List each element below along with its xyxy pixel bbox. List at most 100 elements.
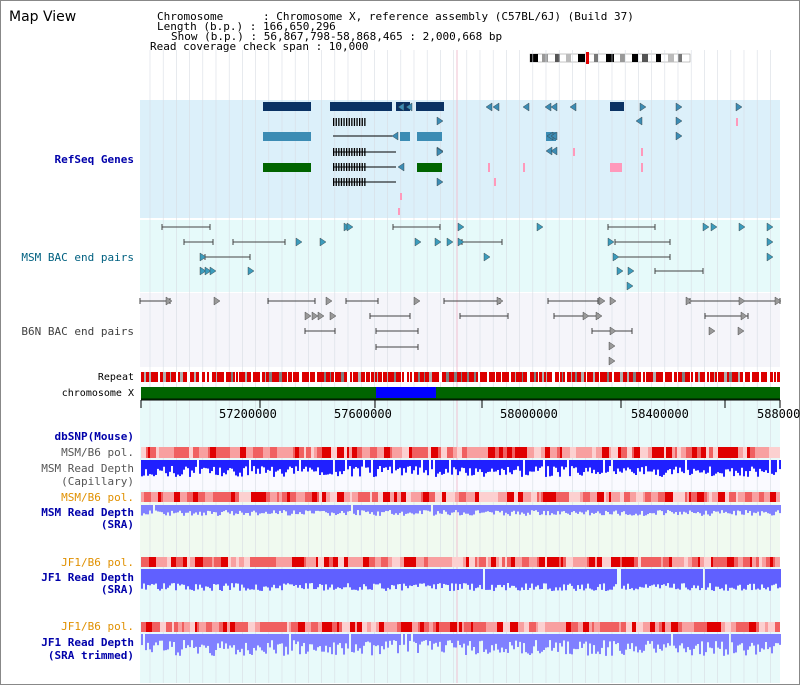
depth-bar <box>641 569 643 588</box>
depth-bar <box>423 634 425 641</box>
bac-end <box>483 252 491 262</box>
depth-bar <box>773 569 775 585</box>
depth-bar <box>567 569 569 585</box>
depth-bar <box>149 634 151 650</box>
bac-end <box>295 237 303 247</box>
jf1-b6-pol-label[interactable]: JF1/B6 pol. <box>61 556 134 569</box>
pol-segment <box>721 622 725 632</box>
pol-segment <box>428 557 435 567</box>
depth-bar <box>513 569 515 586</box>
pol-segment <box>195 447 199 458</box>
b6n-bac-features[interactable] <box>139 296 782 366</box>
depth-bar <box>397 634 399 654</box>
depth-bar <box>327 569 329 590</box>
depth-bar <box>465 505 467 514</box>
msm-bac-label[interactable]: MSM BAC end pairs <box>21 251 134 264</box>
repeat-segment <box>279 372 282 382</box>
depth-bar <box>269 460 271 471</box>
depth-bar <box>611 634 613 656</box>
msm-b6-pol-label[interactable]: MSM/B6 pol. <box>61 446 134 459</box>
repeat-segment <box>729 372 732 382</box>
bac-end <box>607 237 615 247</box>
depth-bar <box>541 634 543 652</box>
repeat-segment <box>187 372 190 382</box>
depth-bar <box>153 460 155 477</box>
pol-segment <box>332 622 337 632</box>
jf1-depth-sra-label[interactable]: JF1 Read Depth <box>41 571 134 584</box>
depth-bar <box>735 634 737 653</box>
depth-bar <box>643 634 645 651</box>
depth-bar <box>699 505 701 514</box>
depth-bar <box>641 460 643 468</box>
pol-segment <box>352 492 358 502</box>
depth-bar <box>695 505 697 514</box>
msm-depth-sra-label[interactable]: MSM Read Depth <box>41 506 134 519</box>
depth-bar <box>273 505 275 511</box>
pol-segment <box>236 557 239 567</box>
exon-tick <box>361 118 363 126</box>
depth-bar <box>275 569 277 589</box>
pol-segment <box>330 492 333 502</box>
dbsnp-label[interactable]: dbSNP(Mouse) <box>54 430 134 443</box>
depth-bar <box>625 569 627 590</box>
pol-segment <box>626 622 632 632</box>
exon-tick <box>359 118 361 126</box>
depth-bar <box>683 634 685 649</box>
depth-bar <box>505 505 507 513</box>
msm-bac-features[interactable] <box>161 222 774 291</box>
pol-segment <box>543 492 549 502</box>
jf1-depth-trimmed-label[interactable]: JF1 Read Depth <box>41 636 134 649</box>
depth-bar <box>397 569 399 585</box>
depth-bar <box>493 634 495 651</box>
depth-bar <box>477 460 479 472</box>
depth-bar <box>521 634 523 654</box>
depth-bar <box>477 505 479 511</box>
pol-segment <box>317 492 319 502</box>
depth-bar <box>549 634 551 641</box>
depth-bar <box>431 569 433 589</box>
refseq-genes-label[interactable]: RefSeq Genes <box>54 153 134 166</box>
b6n-bac-label[interactable]: B6N BAC end pairs <box>21 325 134 338</box>
depth-bar <box>693 634 695 649</box>
depth-bar <box>585 505 587 512</box>
repeat-segment <box>409 372 410 382</box>
msm-b6-pol-sra-label[interactable]: MSM/B6 pol. <box>61 491 134 504</box>
depth-bar <box>577 634 579 650</box>
refseq-gene-features[interactable] <box>263 102 743 215</box>
depth-bar <box>165 505 167 516</box>
depth-bar <box>213 634 215 656</box>
bac-end <box>774 296 782 306</box>
depth-bar <box>381 634 383 647</box>
exon-tick <box>353 118 356 126</box>
depth-bar <box>377 460 379 470</box>
depth-bar <box>335 460 337 472</box>
pol-segment <box>462 447 467 458</box>
depth-bar <box>163 569 165 584</box>
depth-bar <box>481 505 483 513</box>
depth-bar <box>157 634 159 646</box>
pol-segment <box>290 492 296 502</box>
jf1-b6-pol-2-label[interactable]: JF1/B6 pol. <box>61 620 134 633</box>
depth-bar <box>355 460 357 467</box>
depth-bar <box>583 634 585 644</box>
depth-bar <box>771 505 773 516</box>
chromosome-ideogram[interactable] <box>528 52 693 66</box>
depth-bar <box>293 460 295 474</box>
depth-bar <box>353 460 355 469</box>
msm-depth-capillary-label[interactable]: MSM Read Depth <box>41 462 134 475</box>
depth-bar <box>401 569 403 591</box>
depth-bar <box>645 505 647 516</box>
depth-bar <box>507 634 509 653</box>
repeat-segment <box>620 372 623 382</box>
pol-segment <box>222 447 228 458</box>
pol-segment <box>298 622 305 632</box>
depth-bar <box>639 460 641 472</box>
depth-bar <box>539 634 541 654</box>
pol-segment <box>466 557 469 567</box>
pol-segment <box>271 622 273 632</box>
depth-bar <box>659 634 661 649</box>
depth-bar <box>687 634 689 648</box>
pol-segment <box>513 557 515 567</box>
depth-bar <box>601 460 603 473</box>
depth-bar <box>199 569 201 585</box>
